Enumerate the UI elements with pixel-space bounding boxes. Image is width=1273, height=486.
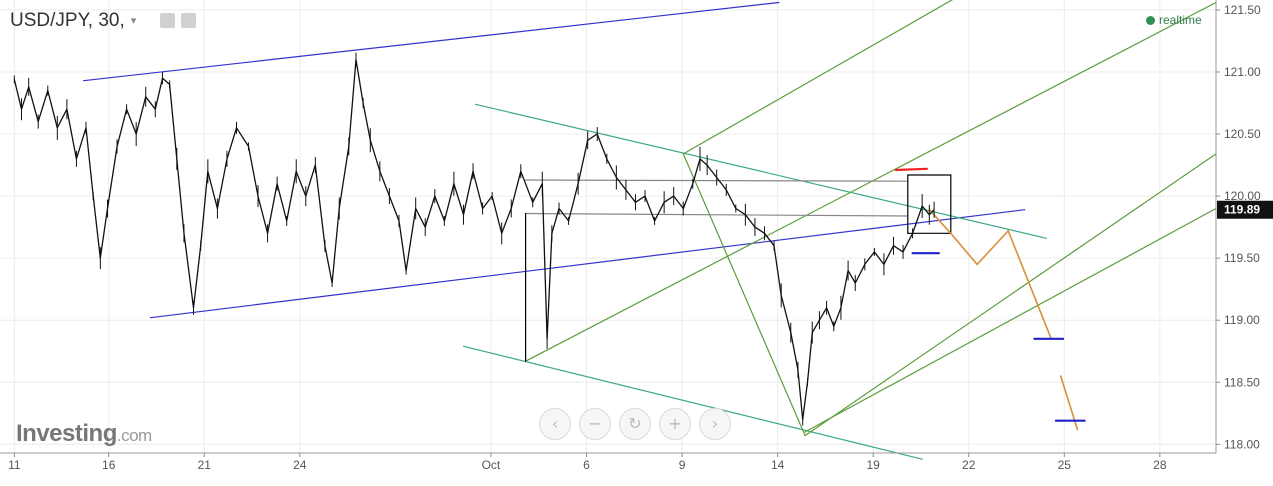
drawing-line [524,1,1217,362]
y-tick-label: 119.50 [1224,251,1260,265]
logo-suffix: .com [116,426,152,445]
drawing-line [804,207,1217,433]
x-tick-label: 19 [866,458,880,472]
realtime-label: realtime [1159,13,1202,27]
drawing-line [928,208,1052,340]
x-tick-label: 21 [198,458,212,472]
y-tick-label: 121.00 [1224,65,1261,79]
symbol-title[interactable]: USD/JPY, 30, [10,10,125,31]
x-tick-label: 22 [962,458,976,472]
y-tick-label: 118.00 [1224,437,1260,451]
y-tick-label: 120.50 [1224,127,1261,141]
y-tick-label: 120.00 [1224,189,1261,203]
chevron-down-icon[interactable]: ▾ [130,15,137,28]
drawing-line [149,209,1026,319]
x-tick-label: Oct [482,458,501,472]
eye-icon[interactable] [160,13,175,28]
logo-brand: Investing [16,420,117,447]
realtime-indicator: realtime [1146,13,1202,27]
zoom-in-button[interactable]: + [659,408,691,440]
x-tick-label: 16 [102,458,116,472]
status-dot-icon [1146,16,1155,25]
x-tick-label: 6 [583,458,590,472]
drawing-line [462,345,923,460]
x-tick-label: 9 [679,458,686,472]
drawing-line [82,1,780,82]
chart-header: USD/JPY, 30, ▾ [10,10,136,32]
x-tick-label: 11 [8,458,21,472]
drawing-line [894,167,929,172]
x-tick-label: 14 [771,458,785,472]
y-tick-label: 119.00 [1224,313,1260,327]
x-tick-label: 24 [293,458,307,472]
last-price-label: 119.89 [1224,203,1260,217]
reset-button[interactable]: ↻ [619,408,651,440]
gear-icon[interactable] [181,13,196,28]
drawing-line [524,212,909,217]
x-tick-label: 25 [1058,458,1072,472]
scroll-right-button[interactable]: › [699,408,731,440]
investing-logo: Investing.com [16,420,152,448]
last-price-box [1217,200,1273,219]
scroll-left-button[interactable]: ‹ [539,408,571,440]
drawing-line [682,153,806,437]
zoom-out-button[interactable]: − [579,408,611,440]
drawing-line [804,153,1217,437]
y-tick-label: 118.50 [1224,375,1260,389]
x-tick-label: 28 [1153,458,1167,472]
y-tick-label: 121.50 [1224,3,1261,17]
drawing-line [682,0,954,155]
